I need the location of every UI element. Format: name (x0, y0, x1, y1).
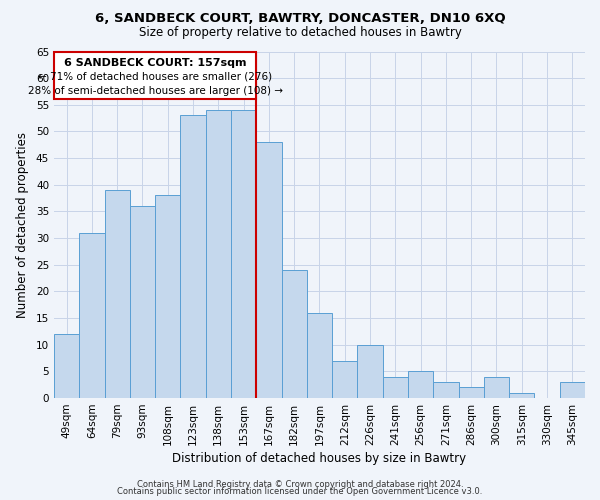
Bar (383, 376, 408, 398)
Text: 28% of semi-detached houses are larger (108) →: 28% of semi-detached houses are larger (… (28, 86, 283, 96)
Bar (484, 376, 509, 398)
Text: ← 71% of detached houses are smaller (276): ← 71% of detached houses are smaller (27… (38, 72, 272, 82)
Text: 6 SANDBECK COURT: 157sqm: 6 SANDBECK COURT: 157sqm (64, 58, 247, 68)
Text: 6, SANDBECK COURT, BAWTRY, DONCASTER, DN10 6XQ: 6, SANDBECK COURT, BAWTRY, DONCASTER, DN… (95, 12, 505, 26)
Bar (130, 206, 155, 398)
Bar (560, 382, 585, 398)
Bar (281, 270, 307, 398)
Bar (256, 142, 281, 398)
Bar (458, 388, 484, 398)
FancyBboxPatch shape (54, 52, 256, 100)
Bar (433, 382, 458, 398)
Bar (54, 334, 79, 398)
Bar (231, 110, 256, 398)
Text: Size of property relative to detached houses in Bawtry: Size of property relative to detached ho… (139, 26, 461, 39)
Bar (104, 190, 130, 398)
Bar (155, 196, 181, 398)
Bar (408, 372, 433, 398)
Bar (332, 360, 358, 398)
X-axis label: Distribution of detached houses by size in Bawtry: Distribution of detached houses by size … (172, 452, 467, 465)
Y-axis label: Number of detached properties: Number of detached properties (16, 132, 29, 318)
Text: Contains public sector information licensed under the Open Government Licence v3: Contains public sector information licen… (118, 488, 482, 496)
Text: Contains HM Land Registry data © Crown copyright and database right 2024.: Contains HM Land Registry data © Crown c… (137, 480, 463, 489)
Bar (307, 313, 332, 398)
Bar (79, 233, 104, 398)
Bar (509, 392, 535, 398)
Bar (206, 110, 231, 398)
Bar (181, 116, 206, 398)
Bar (358, 345, 383, 398)
